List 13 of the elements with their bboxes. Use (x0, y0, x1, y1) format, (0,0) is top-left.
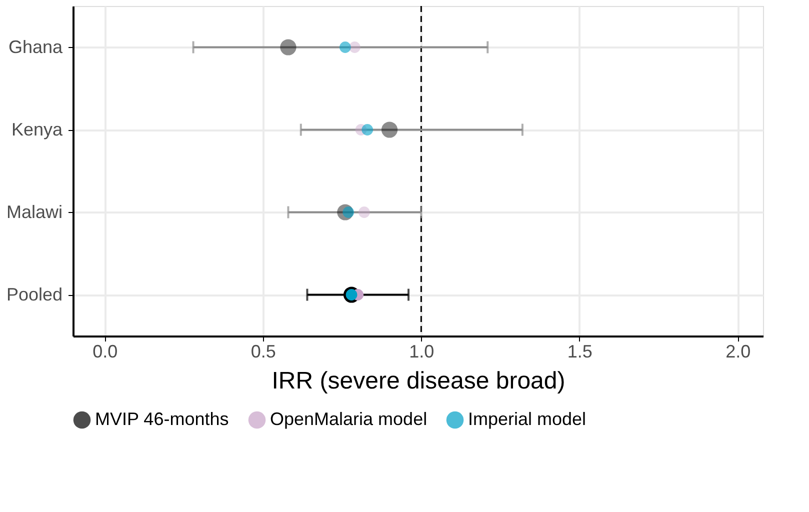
legend-label: OpenMalaria model (270, 409, 428, 429)
x-axis-title: IRR (severe disease broad) (272, 368, 566, 394)
legend-label: MVIP 46-months (95, 409, 229, 429)
y-tick-label: Malawi (6, 202, 62, 222)
y-tick-label: Ghana (8, 36, 64, 57)
y-tick-label: Pooled (6, 284, 62, 304)
x-tick-label: 1.0 (409, 342, 434, 362)
x-tick-label: 0.0 (92, 342, 118, 362)
y-tick-label: Kenya (11, 119, 64, 140)
x-tick-label: 0.5 (250, 342, 276, 362)
x-tick-label: 1.5 (567, 342, 592, 362)
x-tick-label: 2.0 (726, 342, 751, 362)
legend-label: Imperial model (468, 409, 586, 429)
